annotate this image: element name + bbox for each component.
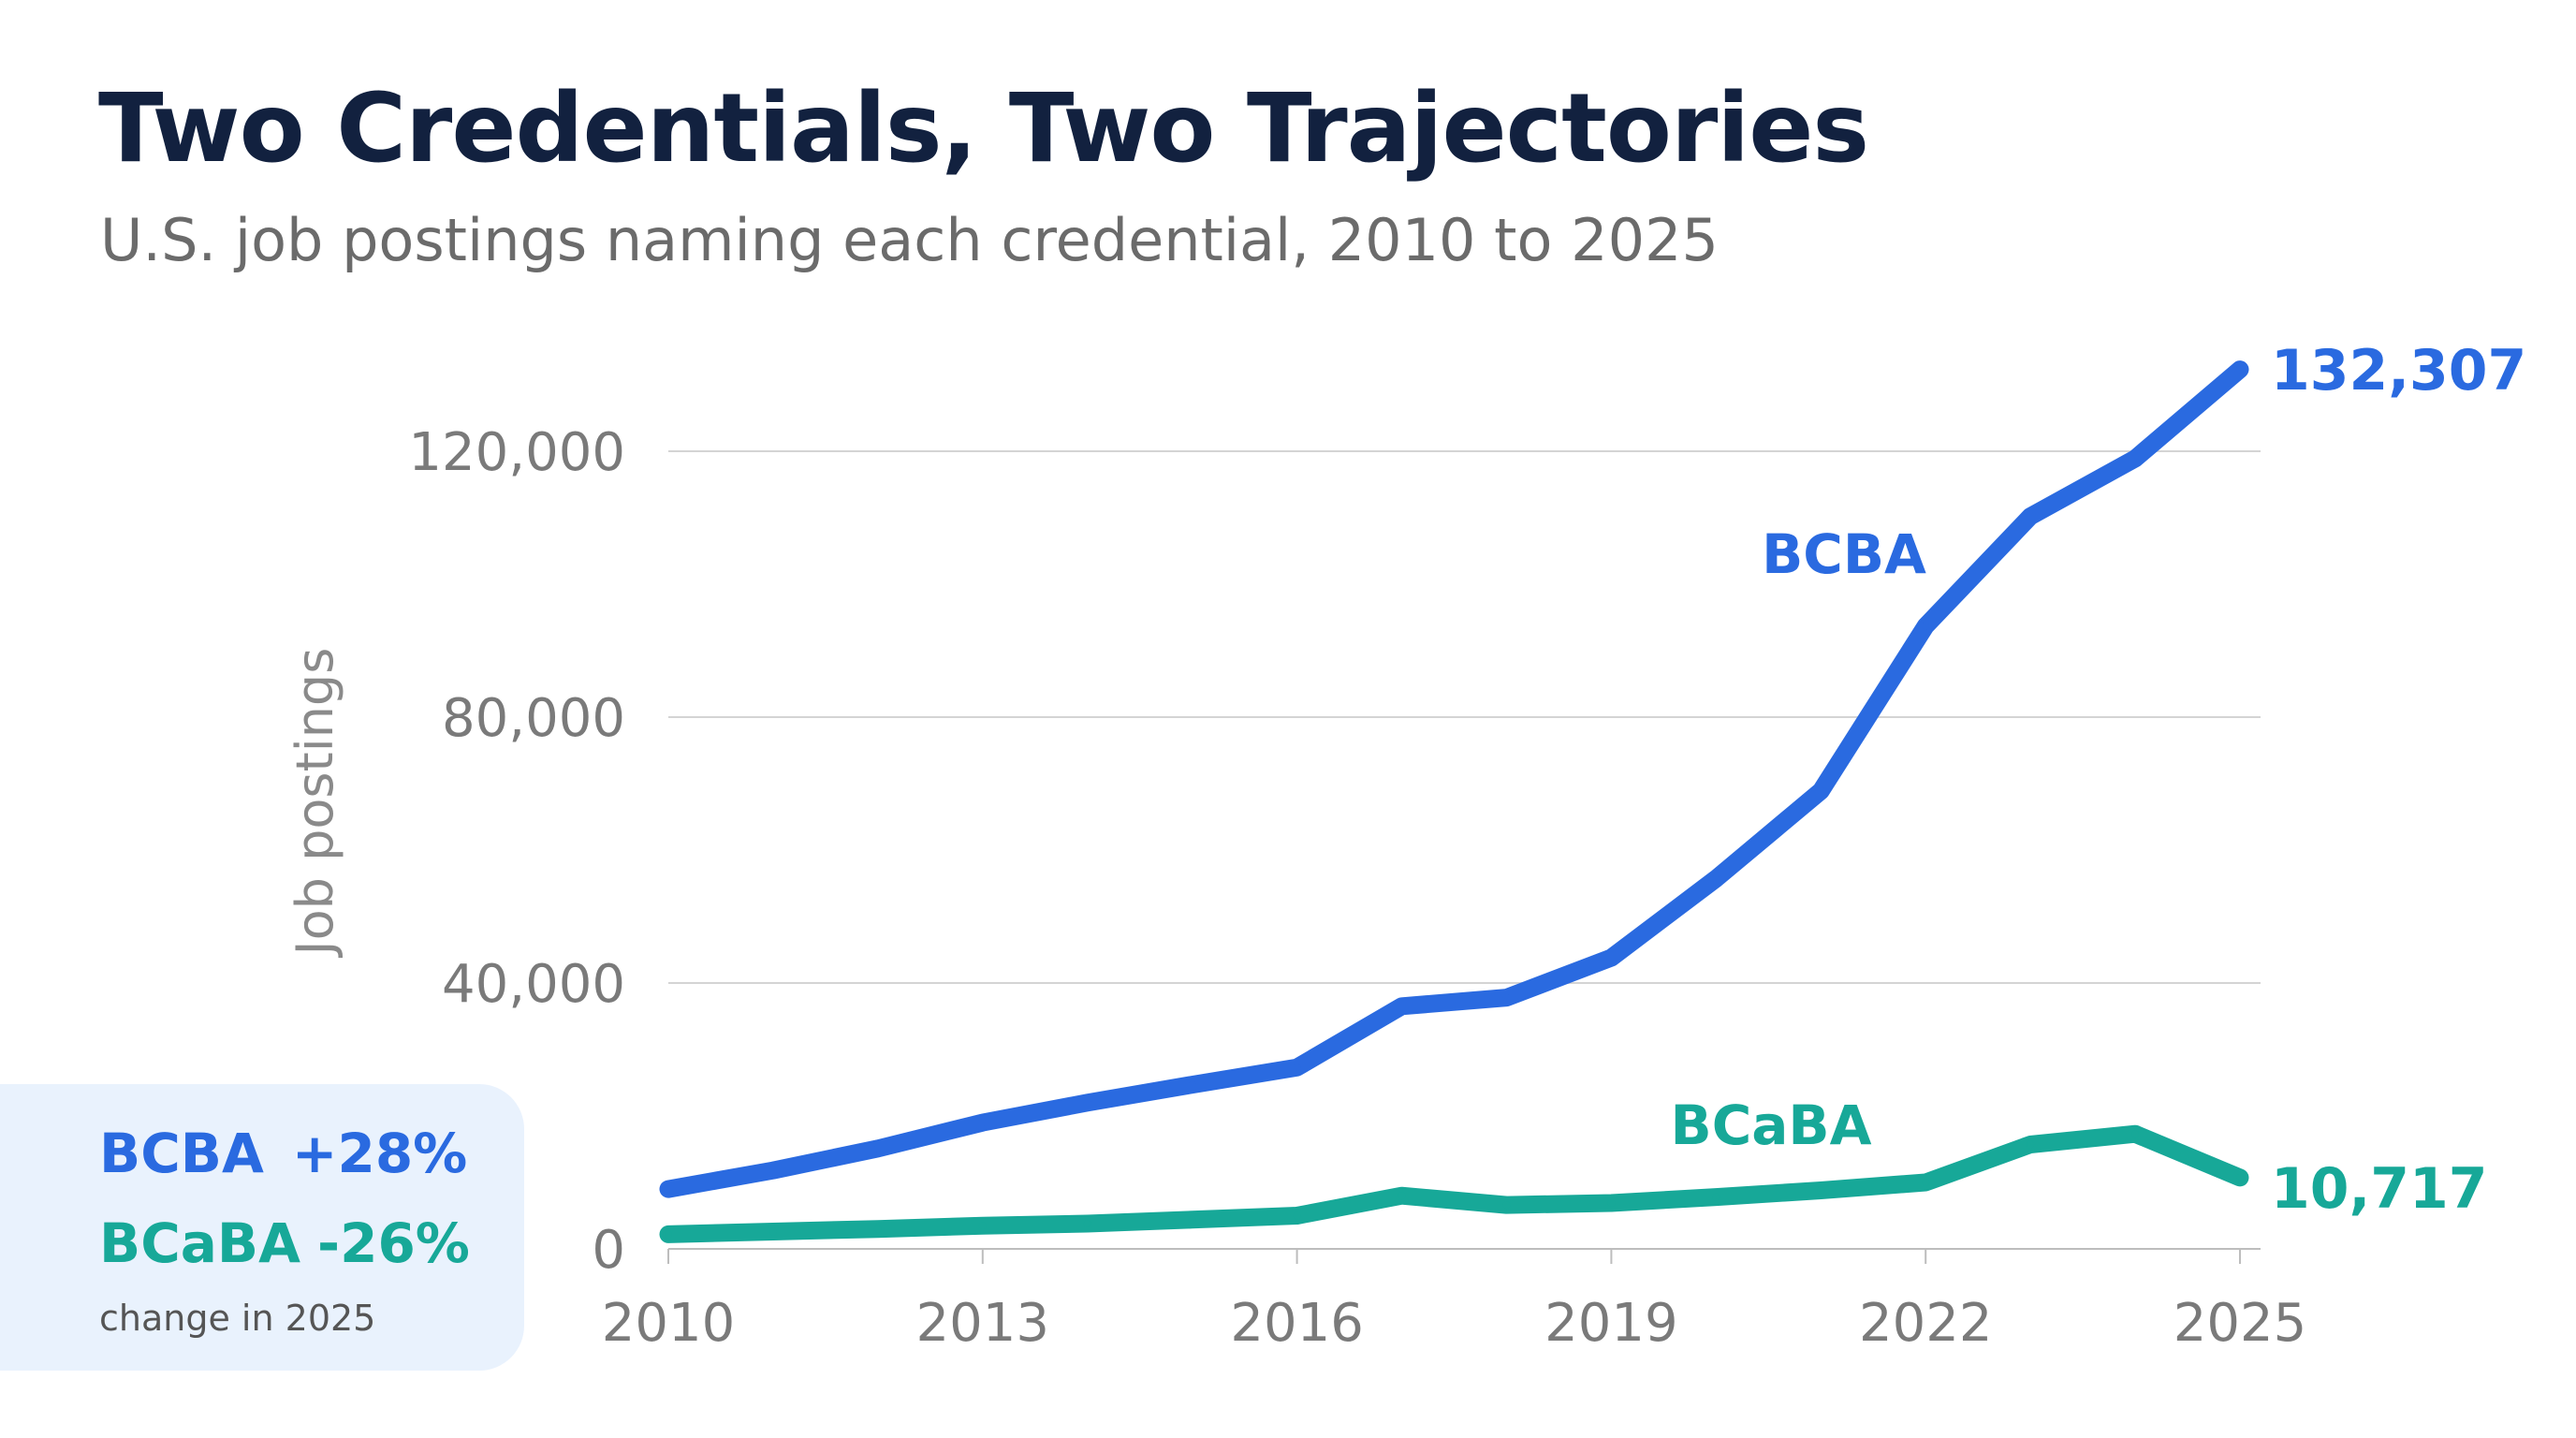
y-tick-2: 80,000 (442, 688, 625, 749)
data-point-bcaba-2021 (1817, 1186, 1825, 1195)
data-point-bcaba-2023 (2027, 1140, 2035, 1149)
data-point-bcaba-2015 (1188, 1215, 1196, 1224)
data-point-bcba-2014 (1083, 1098, 1091, 1107)
series-line-bcaba (659, 1124, 2249, 1243)
data-point-bcba-2018 (1502, 993, 1511, 1002)
callout-bcba-name: BCBA (99, 1122, 264, 1185)
callout-bcba-change: +28% (291, 1122, 468, 1185)
x-tick-3: 2019 (1544, 1293, 1678, 1354)
y-tick-3: 120,000 (408, 422, 625, 483)
y-tick-labels: 0 40,000 80,000 120,000 (408, 422, 625, 1281)
x-tick-2: 2016 (1230, 1293, 1364, 1354)
x-tick-4: 2022 (1859, 1293, 1993, 1354)
gridlines (668, 450, 2261, 1250)
data-point-bcaba-2010 (665, 1230, 672, 1239)
data-point-bcba-2015 (1188, 1080, 1196, 1089)
data-point-bcba-2017 (1398, 1002, 1406, 1010)
data-point-bcaba-2012 (873, 1225, 882, 1233)
series-label-bcaba: BCaBA (1670, 1093, 1871, 1157)
data-point-bcaba-2025 (2236, 1173, 2244, 1181)
data-point-bcaba-2018 (1502, 1201, 1511, 1210)
data-point-bcba-2019 (1607, 954, 1616, 962)
data-point-bcaba-2014 (1083, 1220, 1091, 1228)
data-point-bcba-2023 (2027, 512, 2035, 521)
y-axis-title: Job postings (285, 648, 344, 959)
x-tick-0: 2010 (602, 1293, 736, 1354)
x-tick-1: 2013 (916, 1293, 1050, 1354)
data-point-bcaba-2011 (768, 1227, 777, 1236)
data-point-bcba-2020 (1712, 874, 1720, 883)
x-tick-labels: 2010 2013 2016 2019 2022 2025 (602, 1249, 2307, 1354)
x-tick-5: 2025 (2174, 1293, 2307, 1354)
end-label-bcba: 132,307 (2271, 338, 2526, 404)
end-label-bcaba: 10,717 (2271, 1156, 2488, 1222)
series-label-bcba: BCBA (1762, 522, 1926, 586)
callout-bcaba-name: BCaBA (99, 1211, 301, 1275)
data-point-bcba-2024 (2131, 454, 2140, 462)
data-point-bcba-2011 (768, 1167, 777, 1175)
data-point-bcaba-2020 (1712, 1193, 1720, 1201)
data-point-bcba-2010 (665, 1185, 672, 1194)
chart-subtitle: U.S. job postings naming each credential… (100, 206, 1719, 274)
series-lines (659, 360, 2249, 1243)
data-point-bcaba-2019 (1607, 1199, 1616, 1208)
chart-title: Two Credentials, Two Trajectories (98, 73, 1869, 184)
data-point-bcba-2021 (1817, 786, 1825, 795)
data-point-bcaba-2013 (978, 1222, 987, 1230)
y-tick-1: 40,000 (442, 954, 625, 1015)
change-callout-card: BCBA +28% BCaBA -26% change in 2025 (0, 1084, 524, 1371)
callout-note: change in 2025 (99, 1298, 376, 1339)
callout-row-bcaba: BCaBA -26% (99, 1211, 470, 1275)
data-point-bcaba-2017 (1398, 1192, 1406, 1200)
data-point-bcba-2013 (978, 1119, 987, 1127)
data-point-bcaba-2022 (1922, 1179, 1930, 1186)
data-point-bcba-2016 (1293, 1064, 1301, 1072)
data-point-bcaba-2016 (1293, 1211, 1301, 1220)
data-point-bcaba-2024 (2131, 1130, 2140, 1138)
callout-bcaba-change: -26% (317, 1211, 470, 1275)
data-point-bcba-2025 (2236, 365, 2244, 374)
data-point-bcba-2012 (873, 1144, 882, 1152)
y-tick-0: 0 (592, 1220, 625, 1281)
series-line-bcba (659, 360, 2249, 1198)
callout-row-bcba: BCBA +28% (99, 1122, 467, 1185)
data-point-bcba-2022 (1922, 622, 1930, 630)
